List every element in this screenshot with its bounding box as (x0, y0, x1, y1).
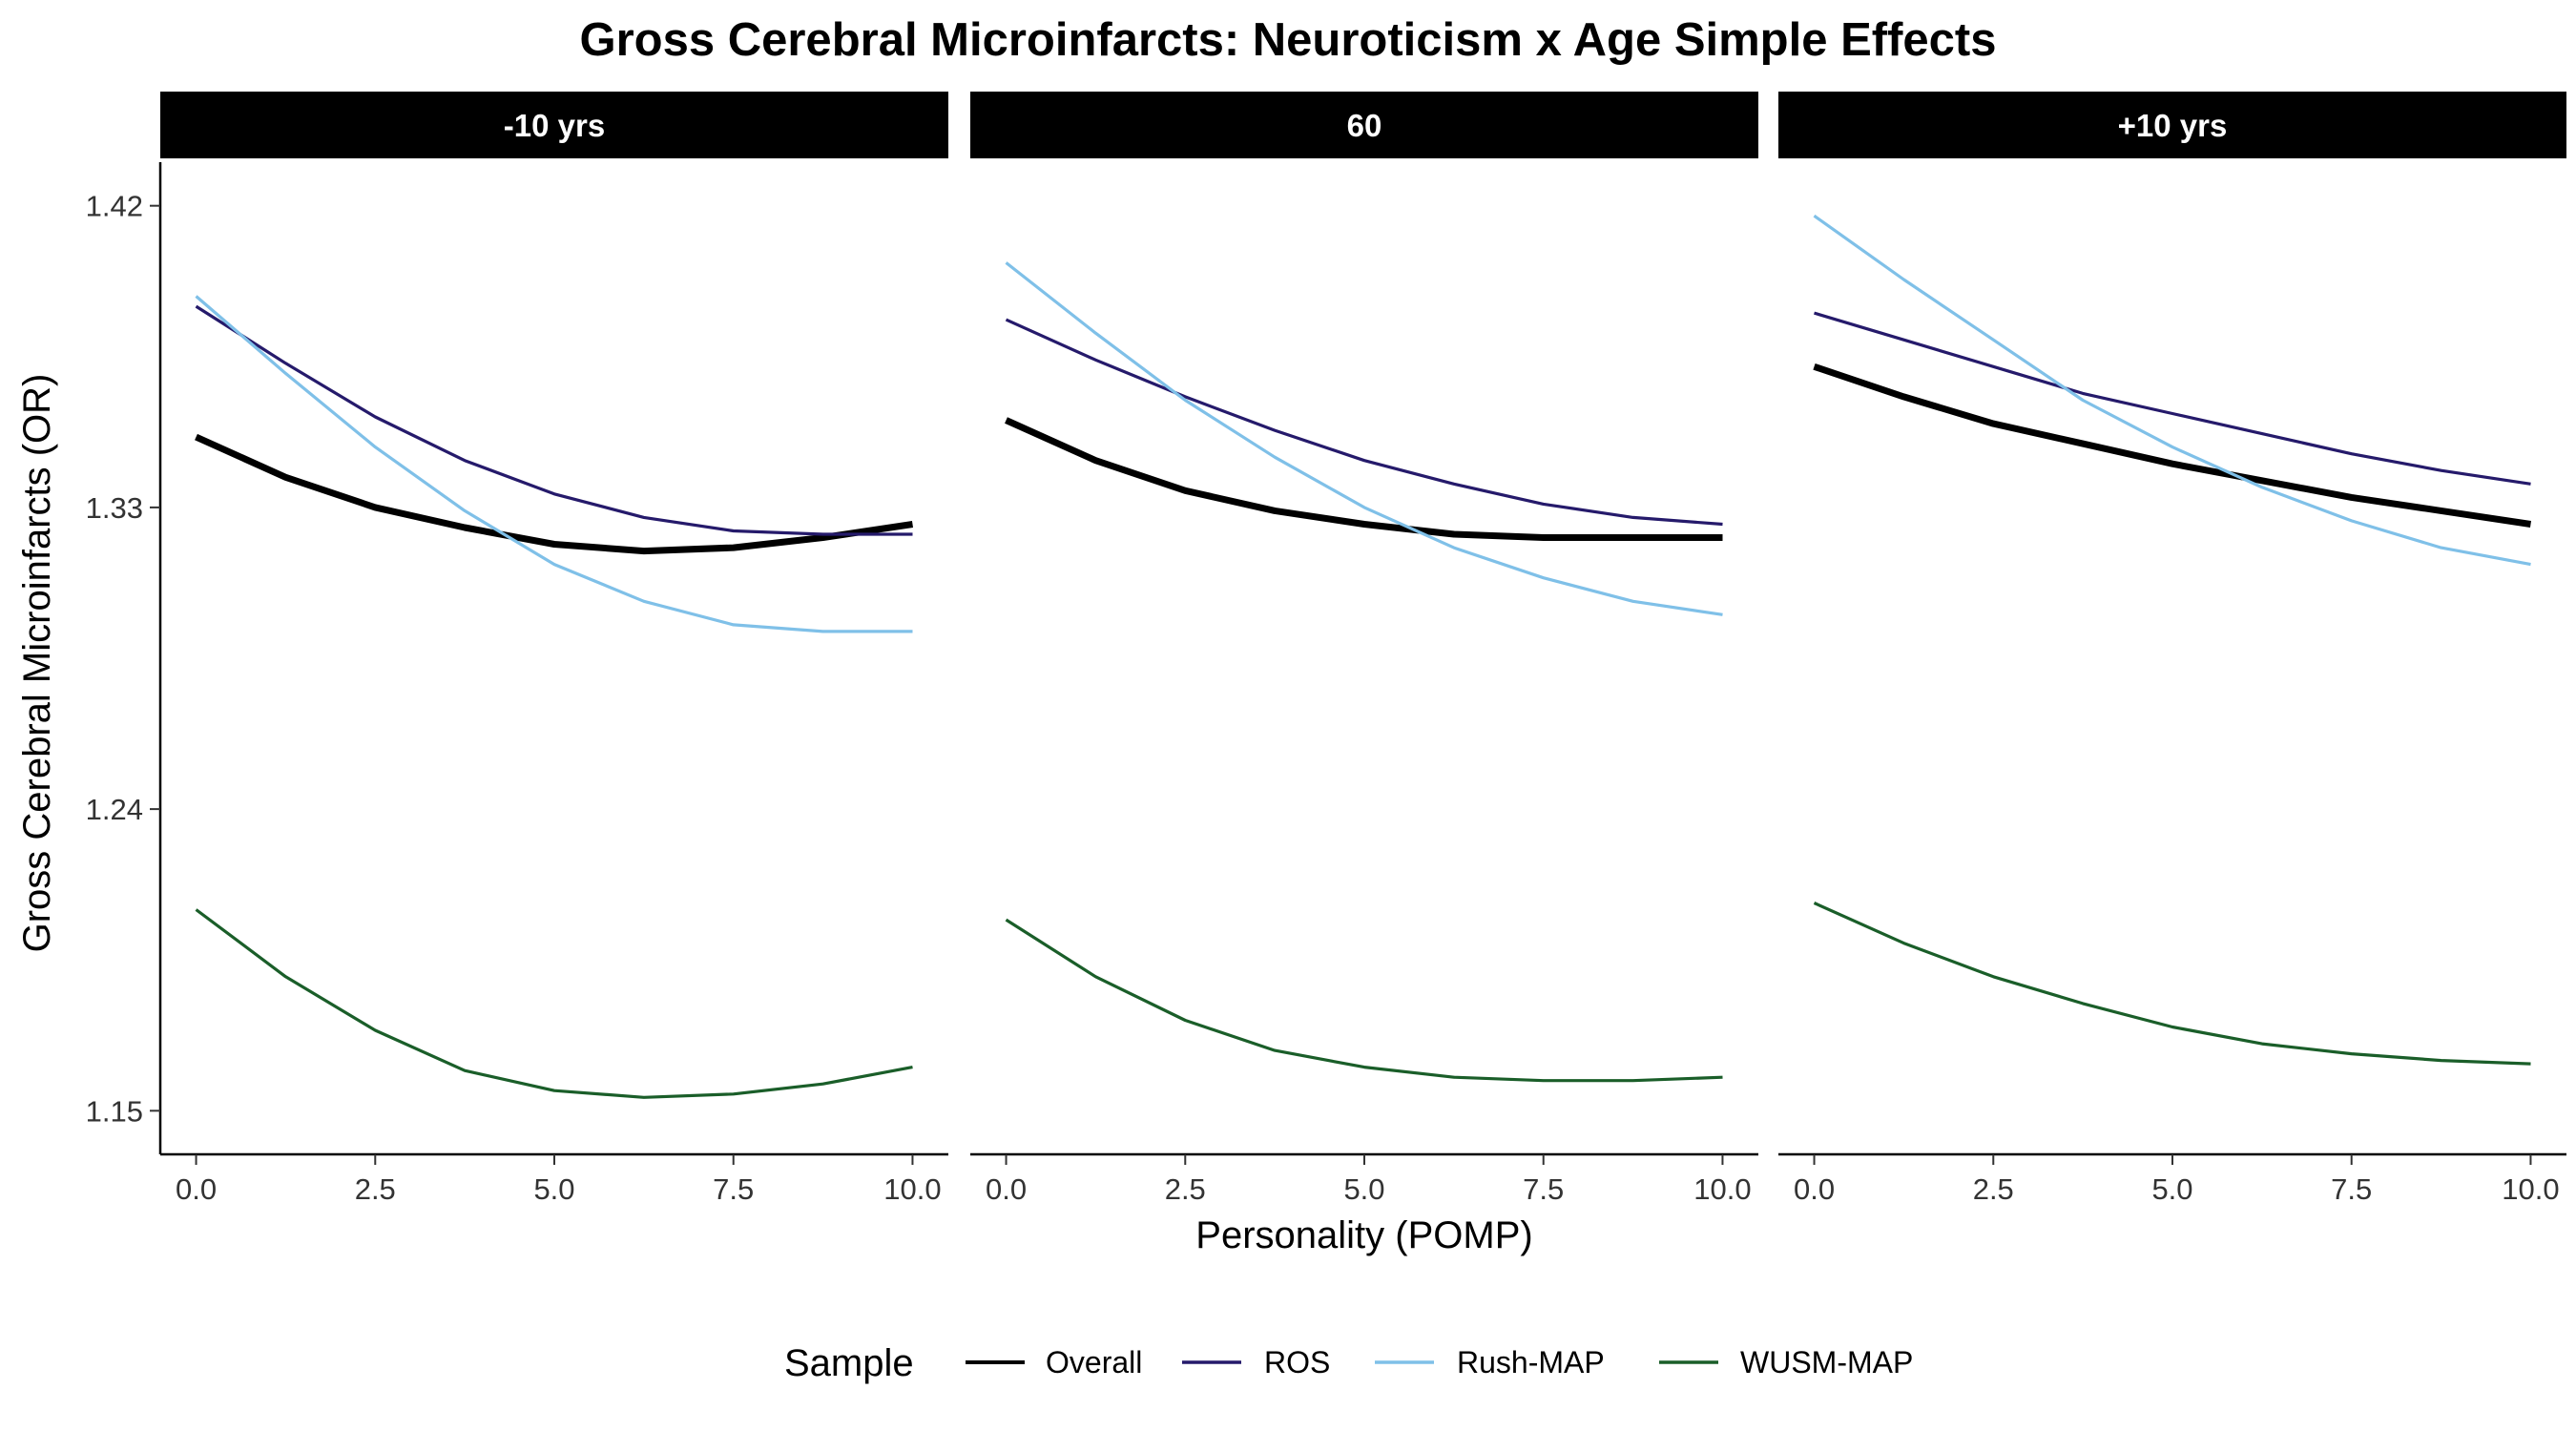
series-line-rush-map-panel-2 (1813, 214, 2531, 567)
y-tick-label: 1.42 (86, 190, 143, 223)
y-tick-label: 1.24 (86, 793, 143, 826)
facet-panels: -10 yrs 0.0 2.5 5.0 7.5 10.0 1.15 1.24 1.33 1.42 6… (86, 92, 2566, 1206)
facet-strip-0 (160, 92, 948, 158)
x-tick-label: 0.0 (176, 1172, 217, 1206)
x-tick-label: 10.0 (883, 1172, 941, 1206)
legend-item-ros: ROS (1182, 1345, 1330, 1379)
x-tick-label: 2.5 (1165, 1172, 1206, 1206)
series-line-wusm-map-panel-0 (195, 908, 913, 1099)
facet-strip-label-2: +10 yrs (2118, 108, 2228, 143)
facet-panel-1: 60 0.0 2.5 5.0 7.5 10.0 (970, 92, 1758, 1206)
series-line-ros-panel-1 (1005, 318, 1723, 527)
facet-strip-2 (1778, 92, 2566, 158)
x-tick-label: 2.5 (1973, 1172, 2014, 1206)
legend-label-rush-map: Rush-MAP (1457, 1345, 1605, 1379)
series-line-rush-map-panel-0 (195, 295, 913, 633)
series-line-overall-panel-2 (1813, 363, 2532, 528)
x-tick-label: 5.0 (1343, 1172, 1384, 1206)
legend-title: Sample (784, 1342, 914, 1384)
x-tick-label: 0.0 (986, 1172, 1027, 1206)
legend-label-overall: Overall (1046, 1345, 1142, 1379)
legend-label-ros: ROS (1264, 1345, 1330, 1379)
facet-strip-label-1: 60 (1347, 108, 1382, 143)
facet-panel-0: -10 yrs 0.0 2.5 5.0 7.5 10.0 1.15 1.24 1.33 1.42 (86, 92, 948, 1206)
legend-item-overall: Overall (966, 1345, 1142, 1379)
series-line-ros-panel-0 (195, 304, 913, 536)
y-tick-label: 1.15 (86, 1094, 143, 1128)
legend-item-rush-map: Rush-MAP (1375, 1345, 1605, 1379)
x-tick-label: 7.5 (2331, 1172, 2372, 1206)
x-axis-label: Personality (POMP) (1195, 1214, 1532, 1256)
series-line-wusm-map-panel-1 (1005, 918, 1723, 1083)
x-tick-label: 7.5 (713, 1172, 754, 1206)
series-line-ros-panel-2 (1814, 311, 2531, 486)
x-tick-label: 5.0 (533, 1172, 574, 1206)
x-tick-label: 10.0 (1693, 1172, 1751, 1206)
series-line-overall-panel-0 (195, 433, 914, 555)
legend-label-wusm-map: WUSM-MAP (1740, 1345, 1913, 1379)
x-tick-label: 7.5 (1523, 1172, 1564, 1206)
facet-strip-label-0: -10 yrs (504, 108, 605, 143)
series-line-overall-panel-1 (1005, 417, 1723, 541)
facet-strip-1 (970, 92, 1758, 158)
x-tick-label: 2.5 (355, 1172, 396, 1206)
legend: Sample Overall ROS Rush-MAP WUSM-MAP (784, 1342, 1913, 1384)
y-axis-label: Gross Cerebral Microinfarcts (OR) (16, 374, 58, 953)
facet-panel-2: +10 yrs 0.0 2.5 5.0 7.5 10.0 (1778, 92, 2566, 1206)
chart-title: Gross Cerebral Microinfarcts: Neuroticis… (580, 14, 1997, 66)
series-line-wusm-map-panel-2 (1813, 902, 2531, 1066)
series-line-rush-map-panel-1 (1005, 261, 1723, 616)
x-tick-label: 5.0 (2151, 1172, 2192, 1206)
legend-item-wusm-map: WUSM-MAP (1659, 1345, 1913, 1379)
x-tick-label: 10.0 (2502, 1172, 2559, 1206)
y-tick-label: 1.33 (86, 491, 143, 525)
x-tick-label: 0.0 (1794, 1172, 1835, 1206)
